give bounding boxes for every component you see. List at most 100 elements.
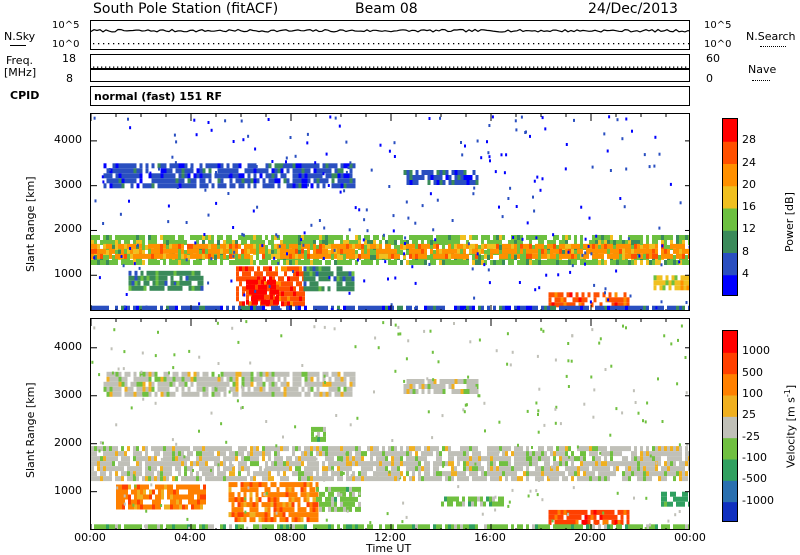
power-cell: [535, 254, 538, 259]
power-speck: [542, 177, 544, 180]
power-cell: [406, 244, 409, 249]
power-cell: [580, 249, 583, 254]
power-speck: [644, 153, 646, 156]
velocity-cell: [113, 382, 116, 387]
power-cell: [328, 260, 331, 265]
power-speck: [171, 156, 173, 159]
power-cell: [200, 168, 203, 173]
velocity-cell: [286, 476, 289, 481]
power-cell: [135, 271, 138, 276]
nsearch-dot: [593, 43, 594, 44]
velocity-cell: [391, 446, 394, 451]
power-cell: [379, 244, 382, 249]
power-cell: [663, 285, 666, 290]
power-speck: [292, 270, 294, 273]
velocity-cell: [433, 446, 436, 451]
velocity-cell: [337, 451, 340, 456]
velocity-cell: [394, 476, 397, 481]
velocity-cell: [208, 476, 211, 481]
velocity-cell: [379, 476, 382, 481]
velocity-cell: [205, 466, 208, 471]
velocity-cell: [274, 482, 277, 487]
velocity-cell: [610, 471, 613, 476]
power-cell: [106, 250, 109, 255]
power-cell: [290, 296, 293, 301]
velocity-cell: [131, 392, 134, 397]
power-cell: [236, 266, 239, 271]
velocity-cell: [286, 502, 289, 507]
power-cell: [541, 249, 544, 254]
velocity-cell: [284, 372, 287, 377]
power-cell: [422, 175, 425, 180]
power-cell: [142, 245, 145, 250]
velocity-cell: [316, 512, 319, 517]
power-cell: [338, 178, 341, 183]
power-cell: [109, 254, 112, 259]
power-cell: [91, 244, 94, 249]
power-speck: [430, 192, 432, 195]
velocity-cell: [262, 517, 265, 522]
velocity-cell: [424, 461, 427, 466]
velocity-cell: [304, 456, 307, 461]
velocity-cell: [94, 451, 97, 456]
power-cell: [382, 249, 385, 254]
power-cell: [595, 306, 598, 311]
velocity-cell: [655, 456, 658, 461]
power-cell: [293, 296, 296, 301]
power-cell: [132, 286, 135, 291]
power-cell: [280, 249, 283, 254]
velocity-cell: [673, 451, 676, 456]
power-cell: [103, 244, 106, 249]
power-cell: [458, 170, 461, 175]
power-cell: [174, 286, 177, 291]
power-cell: [529, 249, 532, 254]
nsearch-dot: [303, 43, 304, 44]
nsearch-dot: [478, 43, 479, 44]
velocity-cell: [298, 502, 301, 507]
velocity-cell: [317, 382, 320, 387]
nave-dot: [105, 67, 106, 68]
power-cell: [678, 280, 681, 285]
velocity-cell: [166, 446, 169, 451]
velocity-cell: [265, 517, 268, 522]
power-cell: [607, 235, 610, 240]
nsearch-dot: [148, 43, 149, 44]
power-cell: [293, 301, 296, 306]
velocity-cell: [296, 377, 299, 382]
power-cell: [652, 254, 655, 259]
velocity-cell: [685, 461, 688, 466]
velocity-cell: [271, 517, 274, 522]
power-speck: [307, 184, 309, 187]
velocity-cell: [283, 502, 286, 507]
velocity-cell: [250, 507, 253, 512]
nave-dot: [189, 67, 190, 68]
power-cell: [316, 281, 319, 286]
power-cell: [142, 306, 145, 311]
velocity-cell: [296, 387, 299, 392]
velocity-cell: [187, 451, 190, 456]
nave-dot: [237, 67, 238, 68]
nsearch-dot: [338, 43, 339, 44]
power-cell: [484, 235, 487, 240]
power-cell: [172, 249, 175, 254]
power-cell: [319, 244, 322, 249]
power-cell: [394, 249, 397, 254]
velocity-cell: [247, 466, 250, 471]
velocity-cell: [466, 456, 469, 461]
power-speck: [527, 221, 529, 224]
power-cell: [607, 306, 610, 311]
velocity-cell: [221, 372, 224, 377]
power-cell: [104, 173, 107, 178]
velocity-cell: [382, 446, 385, 451]
power-cell: [235, 249, 238, 254]
power-cell: [317, 178, 320, 183]
velocity-cell: [235, 456, 238, 461]
velocity-cell: [391, 461, 394, 466]
velocity-cell: [280, 502, 283, 507]
velocity-cell: [293, 372, 296, 377]
velocity-cell: [559, 451, 562, 456]
velocity-cell: [586, 471, 589, 476]
nsearch-dot: [168, 43, 169, 44]
power-cell: [570, 292, 573, 297]
velocity-cell: [341, 382, 344, 387]
